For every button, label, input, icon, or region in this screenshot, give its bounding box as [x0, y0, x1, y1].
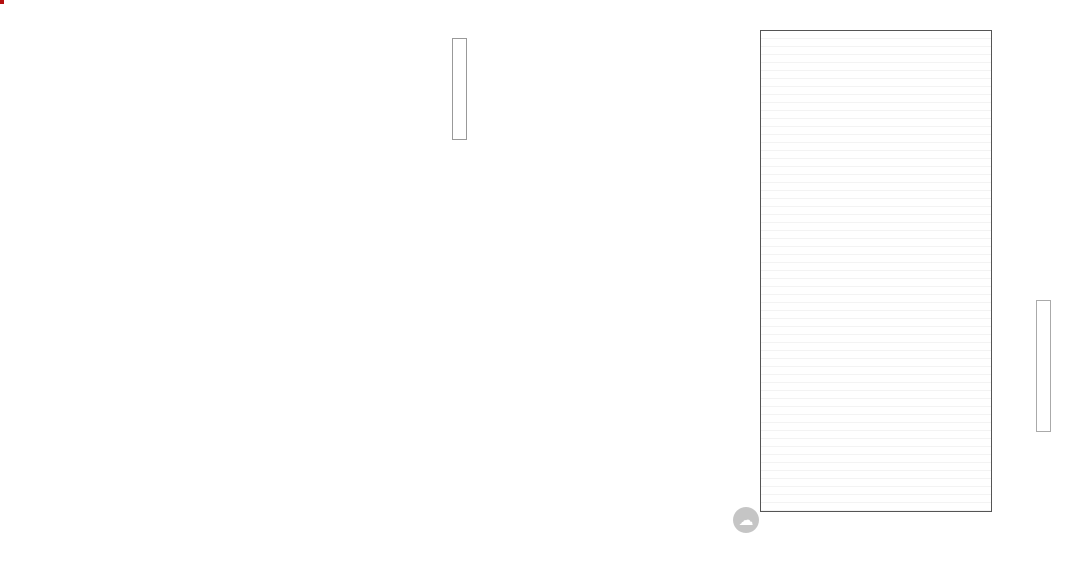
pathway-labels: [560, 30, 757, 510]
p-value-colorbar: [1036, 300, 1051, 432]
heatmap-grid: [36, 38, 396, 556]
heatmap-row-annotation-bar: [17, 38, 30, 556]
watermark: ☁: [733, 507, 767, 533]
watermark-logo-icon: ☁: [733, 507, 759, 533]
heatmap-colorbar: [452, 38, 467, 140]
heatmap-highlight-box: [0, 0, 4, 4]
p-value-colorbar-ticks: [1053, 300, 1077, 430]
heatmap-colorbar-ticks: [468, 38, 488, 138]
ferroptosis-highlight-box: [0, 0, 2, 2]
dotplot-area: [760, 30, 992, 512]
